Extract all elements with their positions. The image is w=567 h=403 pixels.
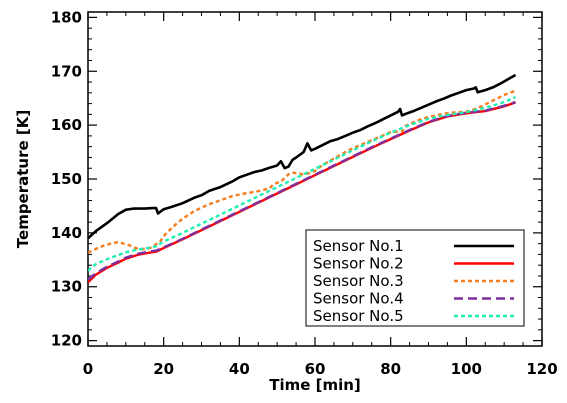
series-line-sensor-1 bbox=[88, 73, 517, 240]
x-tick-label: 60 bbox=[305, 360, 326, 378]
y-tick-label: 180 bbox=[51, 8, 82, 26]
x-tick-label: 100 bbox=[451, 360, 482, 378]
series-line-sensor-5 bbox=[88, 95, 516, 272]
y-tick-label: 170 bbox=[51, 62, 82, 80]
x-tick-label: 0 bbox=[83, 360, 93, 378]
y-axis-title: Temperature [K] bbox=[14, 110, 32, 248]
y-tick-label: 120 bbox=[51, 332, 82, 350]
x-tick-label: 20 bbox=[153, 360, 174, 378]
x-tick-label: 80 bbox=[380, 360, 401, 378]
y-tick-label: 150 bbox=[51, 170, 82, 188]
x-tick-label: 40 bbox=[229, 360, 250, 378]
legend-label-sensor-4: Sensor No.4 bbox=[313, 290, 404, 308]
series-line-sensor-4 bbox=[88, 100, 516, 281]
legend-label-sensor-1: Sensor No.1 bbox=[313, 237, 404, 255]
legend-label-sensor-3: Sensor No.3 bbox=[313, 272, 404, 290]
y-tick-label: 140 bbox=[51, 224, 82, 242]
legend-label-sensor-2: Sensor No.2 bbox=[313, 255, 404, 273]
x-tick-label: 120 bbox=[526, 360, 557, 378]
x-axis-title: Time [min] bbox=[269, 376, 361, 394]
legend-label-sensor-5: Sensor No.5 bbox=[313, 307, 404, 325]
series-layer bbox=[88, 73, 517, 284]
y-tick-label: 160 bbox=[51, 116, 82, 134]
axes: 0 20 40 60 80 100 120 120 130 140 150 160 170 180 bbox=[51, 8, 558, 378]
y-tick-label: 130 bbox=[51, 278, 82, 296]
series-line-sensor-3 bbox=[88, 89, 516, 254]
